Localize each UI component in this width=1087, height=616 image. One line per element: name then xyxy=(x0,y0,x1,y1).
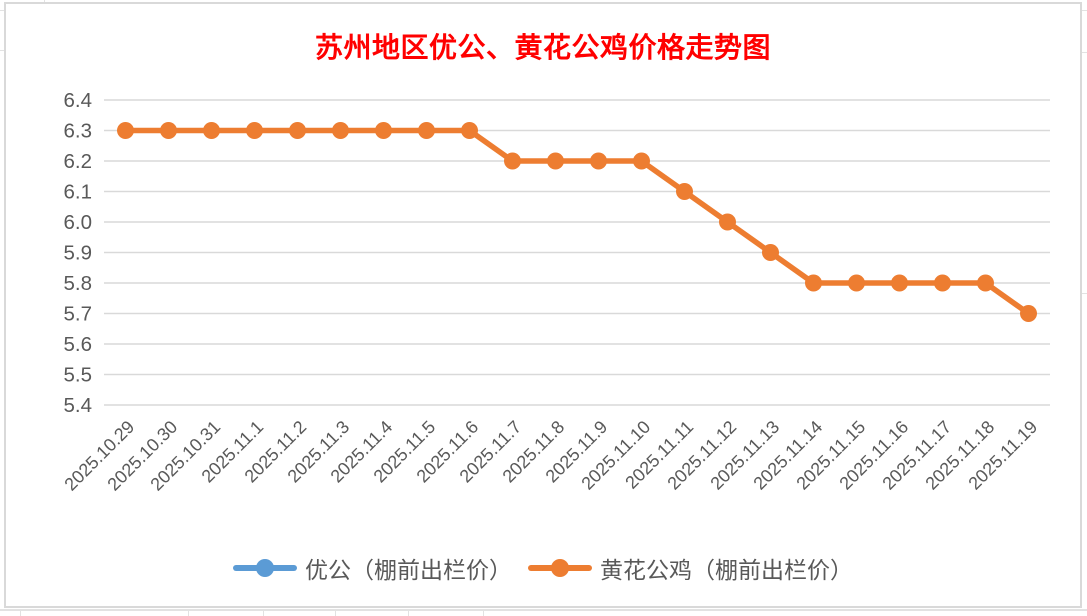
data-point-marker xyxy=(461,122,478,139)
data-point-marker xyxy=(977,274,994,292)
series-line xyxy=(122,127,1032,317)
y-axis-label: 6.2 xyxy=(64,150,93,173)
data-point-marker xyxy=(289,122,306,139)
data-point-marker xyxy=(719,213,736,231)
legend-label: 优公（棚前出栏价） xyxy=(305,558,512,583)
sheet-row-line xyxy=(0,609,1087,611)
y-axis-label: 6.4 xyxy=(64,89,93,112)
sheet-column-tick xyxy=(483,611,484,616)
data-point-marker xyxy=(246,122,263,139)
sheet-column-tick xyxy=(263,611,264,616)
y-axis-label: 6.3 xyxy=(64,120,93,143)
data-point-marker xyxy=(504,152,521,170)
data-point-marker xyxy=(676,183,693,200)
data-point-marker xyxy=(332,122,349,139)
y-axis-label: 6.1 xyxy=(64,181,93,204)
data-point-marker xyxy=(160,122,177,139)
legend-line-marker-icon xyxy=(233,559,297,577)
y-axis-label: 5.5 xyxy=(64,364,93,387)
legend-item-2[interactable]: 黄花公鸡（棚前出栏价） xyxy=(528,551,853,585)
data-point-marker xyxy=(418,122,435,139)
sheet-gridline xyxy=(1082,10,1087,11)
legend-label: 黄花公鸡（棚前出栏价） xyxy=(600,558,853,583)
chart-area[interactable]: 苏州地区优公、黄花公鸡价格走势图 6.4 6.3 6.2 6.1 6.0 5.9 5.8 5.… xyxy=(4,2,1082,608)
y-axis-label: 5.6 xyxy=(64,333,93,356)
sheet-column-tick xyxy=(335,611,336,616)
chart-title: 苏州地区优公、黄花公鸡价格走势图 xyxy=(314,33,771,64)
y-axis-label: 6.0 xyxy=(64,211,93,234)
data-point-marker xyxy=(590,152,607,170)
legend-item-1[interactable]: 优公（棚前出栏价） xyxy=(233,551,512,585)
data-point-marker xyxy=(117,122,134,139)
sheet-column-tick xyxy=(408,611,409,616)
y-axis-label: 5.9 xyxy=(64,242,93,265)
data-point-marker xyxy=(1020,305,1037,322)
sheet-gridline xyxy=(0,10,5,11)
sheet-column-tick xyxy=(188,611,189,616)
legend-line-marker-icon xyxy=(528,559,592,577)
data-point-marker xyxy=(934,274,951,292)
data-point-marker xyxy=(633,152,650,170)
data-point-marker xyxy=(547,152,564,170)
sheet-gridline xyxy=(0,50,5,51)
data-point-marker xyxy=(805,274,822,292)
sheet-column-tick xyxy=(20,611,21,616)
data-point-marker xyxy=(375,122,392,139)
plot-svg: 6.46.36.26.16.05.95.85.75.65.55.42025.10… xyxy=(60,89,1050,495)
data-point-marker xyxy=(891,274,908,292)
sheet-gridline xyxy=(44,0,45,3)
y-axis-label: 5.8 xyxy=(64,272,93,295)
data-point-marker xyxy=(848,274,865,292)
sheet-gridline xyxy=(1082,52,1087,53)
y-axis-label: 5.4 xyxy=(64,394,93,417)
sheet-gridline xyxy=(1082,293,1087,294)
y-axis-label: 5.7 xyxy=(64,303,93,326)
legend: 优公（棚前出栏价） 黄花公鸡（棚前出栏价） xyxy=(6,550,1080,586)
data-point-marker xyxy=(762,244,779,261)
data-point-marker xyxy=(203,122,220,139)
